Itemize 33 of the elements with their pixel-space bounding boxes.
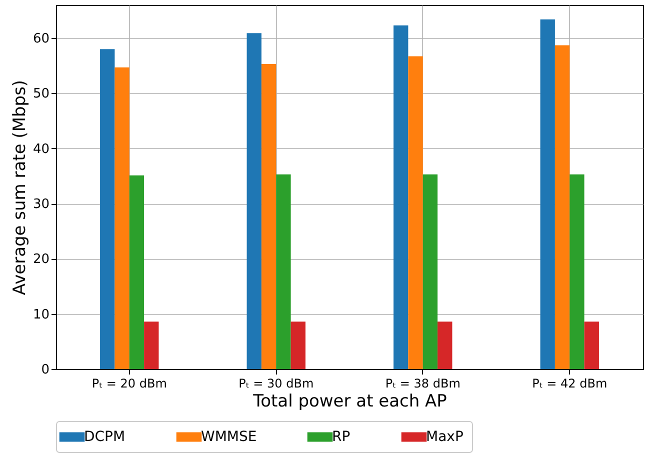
y-tick-label: 30 bbox=[32, 197, 50, 212]
x-tick-label: Pₜ = 38 dBm bbox=[385, 376, 460, 390]
bar bbox=[114, 67, 130, 369]
x-axis-title: Total power at each AP bbox=[252, 392, 447, 412]
legend-label: WMMSE bbox=[201, 429, 257, 445]
bar bbox=[554, 45, 570, 369]
bar bbox=[261, 64, 276, 369]
bar bbox=[246, 33, 262, 369]
x-tick-label: Pₜ = 20 dBm bbox=[92, 376, 167, 390]
bar bbox=[144, 322, 159, 369]
bar bbox=[276, 174, 291, 369]
y-tick-label: 50 bbox=[32, 86, 50, 102]
y-axis-title: Average sum rate (Mbps) bbox=[10, 80, 30, 296]
legend-label: MaxP bbox=[426, 429, 464, 445]
x-tick-label: Pₜ = 30 dBm bbox=[238, 376, 314, 390]
bar bbox=[100, 49, 115, 369]
y-tick-label: 40 bbox=[32, 142, 50, 157]
y-tick-label: 0 bbox=[41, 362, 50, 378]
bar bbox=[438, 322, 452, 369]
bar bbox=[570, 174, 584, 369]
y-tick-label: 60 bbox=[32, 32, 50, 47]
bar bbox=[290, 322, 306, 369]
bar bbox=[422, 174, 438, 369]
legend-label: RP bbox=[332, 429, 350, 445]
y-tick-label: 20 bbox=[32, 252, 50, 268]
bar bbox=[584, 322, 599, 369]
y-tick-label: 10 bbox=[32, 307, 50, 322]
bar bbox=[540, 19, 555, 369]
x-tick-label: Pₜ = 42 dBm bbox=[532, 376, 608, 390]
bar bbox=[408, 56, 423, 369]
bar bbox=[394, 25, 408, 369]
legend-label: DCPM bbox=[84, 429, 126, 445]
bar bbox=[129, 175, 144, 369]
